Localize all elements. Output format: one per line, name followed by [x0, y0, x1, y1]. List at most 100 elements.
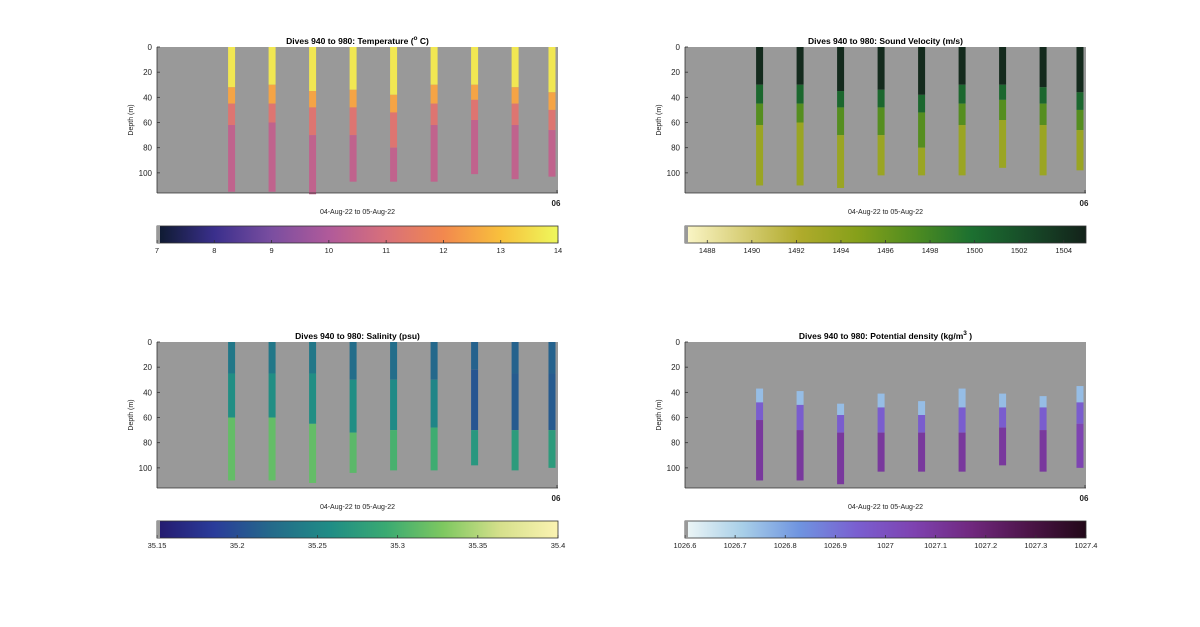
dive-profile: [268, 342, 276, 481]
dive-profile: [837, 47, 845, 188]
profile-cell: [268, 373, 276, 418]
colorbar-tick-label: 9: [269, 246, 273, 255]
profile-cell: [309, 373, 317, 424]
profile-cell: [999, 99, 1007, 120]
y-tick-label: 60: [143, 119, 152, 128]
profile-cell: [511, 103, 519, 126]
profile-cell: [796, 103, 804, 123]
y-tick-label: 100: [139, 169, 153, 178]
profile-cell: [268, 122, 276, 192]
profile-cell: [877, 393, 885, 408]
profile-cell: [349, 379, 357, 433]
y-tick-label: 40: [671, 388, 680, 397]
profile-cell: [877, 89, 885, 108]
colorbar-tick-label: 1500: [966, 246, 983, 255]
profile-cell: [837, 403, 845, 415]
chart-title-unit: ): [967, 331, 972, 341]
profile-cell: [349, 107, 357, 136]
dive-profile: [796, 47, 804, 186]
x-axis-label: 04-Aug-22 to 05-Aug-22: [320, 209, 395, 216]
profile-cell: [999, 120, 1007, 168]
title-superscript: o: [414, 35, 418, 42]
profile-cell: [390, 342, 398, 380]
y-tick-label: 0: [148, 338, 153, 347]
profile-cell: [471, 369, 479, 431]
profile-cell: [999, 393, 1007, 408]
colorbar-tick-label: 14: [554, 246, 562, 255]
profile-cell: [548, 47, 556, 93]
x-axis-label: 04-Aug-22 to 05-Aug-22: [320, 504, 395, 511]
y-tick-label: 80: [143, 439, 152, 448]
dive-profile: [756, 47, 764, 186]
y-tick-label: 40: [143, 93, 152, 102]
profile-cell: [430, 427, 438, 471]
colorbar: [156, 225, 559, 244]
profile-cell: [430, 379, 438, 428]
plot-area: [157, 47, 558, 193]
profile-cell: [958, 432, 966, 472]
profile-cell: [548, 130, 556, 177]
y-tick-label: 60: [671, 414, 680, 423]
colorbar: [156, 520, 559, 539]
profile-cell: [349, 342, 357, 380]
profile-cell: [1076, 130, 1084, 171]
profile-cell: [390, 112, 398, 148]
chart-title: Dives 940 to 980: Salinity (psu): [295, 331, 420, 341]
dive-profile: [1076, 386, 1084, 468]
profile-cell: [511, 342, 519, 374]
colorbar-tick-label: 1494: [833, 246, 850, 255]
y-tick-label: 60: [671, 119, 680, 128]
dive-profile: [309, 342, 317, 483]
colorbar-underflow: [157, 521, 160, 538]
colorbar-tick-label: 35.3: [390, 541, 405, 550]
dive-profile: [390, 342, 398, 471]
title-superscript: 3: [963, 330, 967, 337]
colorbar-tick-label: 1027.4: [1075, 541, 1098, 550]
profile-cell: [471, 342, 479, 370]
plot-area: [685, 342, 1086, 488]
x-tick-label: 06: [552, 199, 561, 208]
colorbar-tick-label: 13: [497, 246, 505, 255]
colorbar-underflow: [685, 226, 688, 243]
y-axis-label: Depth (m): [128, 399, 135, 430]
dive-profile: [268, 47, 276, 192]
chart-panel: 0 20 40 60 80 100 06 Depth (m) 04-Aug-22 to 05-A…: [656, 330, 1097, 550]
profile-cell: [999, 47, 1007, 85]
profile-cell: [756, 125, 764, 186]
y-tick-label: 80: [671, 144, 680, 153]
profile-cell: [918, 94, 926, 113]
profile-cell: [877, 107, 885, 136]
dive-profile: [390, 47, 398, 182]
plot-area: [157, 342, 558, 488]
colorbar-tick-label: 35.4: [551, 541, 566, 550]
dive-profile: [918, 47, 926, 176]
profile-cell: [268, 417, 276, 481]
profile-cell: [1076, 402, 1084, 424]
colorbar-tick-label: 35.25: [308, 541, 327, 550]
profile-cell: [309, 91, 317, 108]
profile-cell: [958, 47, 966, 85]
dive-profile: [1039, 396, 1047, 472]
profile-cell: [756, 420, 764, 481]
profile-cell: [999, 407, 1007, 428]
chart-title: Dives 940 to 980: Sound Velocity (m/s): [808, 36, 963, 46]
colorbar-tick-label: 35.15: [148, 541, 167, 550]
profile-cell: [349, 432, 357, 473]
colorbar-tick-label: 35.35: [468, 541, 487, 550]
profile-cell: [471, 430, 479, 466]
profile-cell: [796, 47, 804, 85]
profile-cell: [268, 342, 276, 374]
y-tick-label: 0: [676, 43, 681, 52]
profile-cell: [796, 404, 804, 431]
dive-profile: [958, 47, 966, 176]
y-tick-label: 40: [143, 388, 152, 397]
dive-profile: [756, 388, 764, 481]
x-axis-label: 04-Aug-22 to 05-Aug-22: [848, 504, 923, 511]
dive-profile: [309, 47, 317, 195]
colorbar-tick-label: 1490: [743, 246, 760, 255]
dive-profile: [877, 393, 885, 472]
dive-profile: [228, 47, 236, 192]
chart-title-text: Dives 940 to 980: Potential density (kg/…: [799, 331, 964, 341]
colorbar-tick-label: 7: [155, 246, 159, 255]
colorbar-tick-label: 1027.3: [1024, 541, 1047, 550]
